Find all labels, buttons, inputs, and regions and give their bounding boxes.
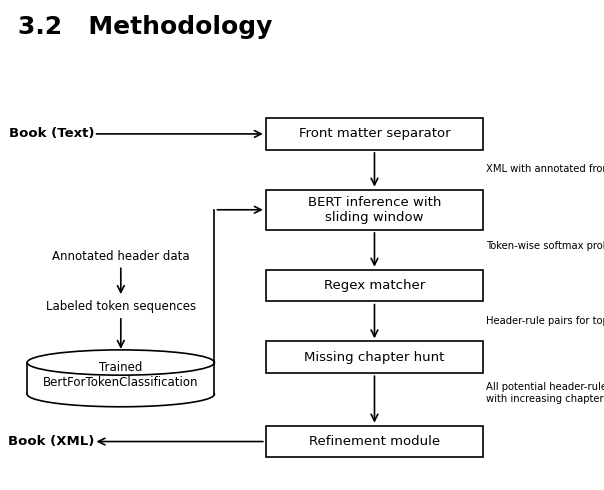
Text: Trained
BertForTokenClassification: Trained BertForTokenClassification xyxy=(43,361,199,389)
FancyBboxPatch shape xyxy=(266,190,483,230)
Text: BERT inference with
sliding window: BERT inference with sliding window xyxy=(308,196,441,224)
Text: XML with annotated front matter: XML with annotated front matter xyxy=(486,164,604,174)
Text: All potential header-rule pairs
with increasing chapter numbers: All potential header-rule pairs with inc… xyxy=(486,382,604,404)
FancyBboxPatch shape xyxy=(266,342,483,373)
Text: Header-rule pairs for top candidates: Header-rule pairs for top candidates xyxy=(486,317,604,326)
Text: Book (Text): Book (Text) xyxy=(8,127,94,141)
Text: Labeled token sequences: Labeled token sequences xyxy=(46,300,196,313)
Text: Refinement module: Refinement module xyxy=(309,435,440,448)
Text: 3.2   Methodology: 3.2 Methodology xyxy=(18,15,272,39)
Ellipse shape xyxy=(27,350,214,375)
Text: Book (XML): Book (XML) xyxy=(8,435,95,448)
Text: Token-wise softmax probab lity: Token-wise softmax probab lity xyxy=(486,242,604,251)
FancyBboxPatch shape xyxy=(266,118,483,150)
FancyBboxPatch shape xyxy=(266,426,483,457)
Text: Annotated header data: Annotated header data xyxy=(52,249,190,263)
Text: Missing chapter hunt: Missing chapter hunt xyxy=(304,351,445,364)
Text: Regex matcher: Regex matcher xyxy=(324,279,425,292)
Text: Front matter separator: Front matter separator xyxy=(298,127,451,141)
FancyBboxPatch shape xyxy=(27,363,214,394)
FancyBboxPatch shape xyxy=(266,270,483,301)
